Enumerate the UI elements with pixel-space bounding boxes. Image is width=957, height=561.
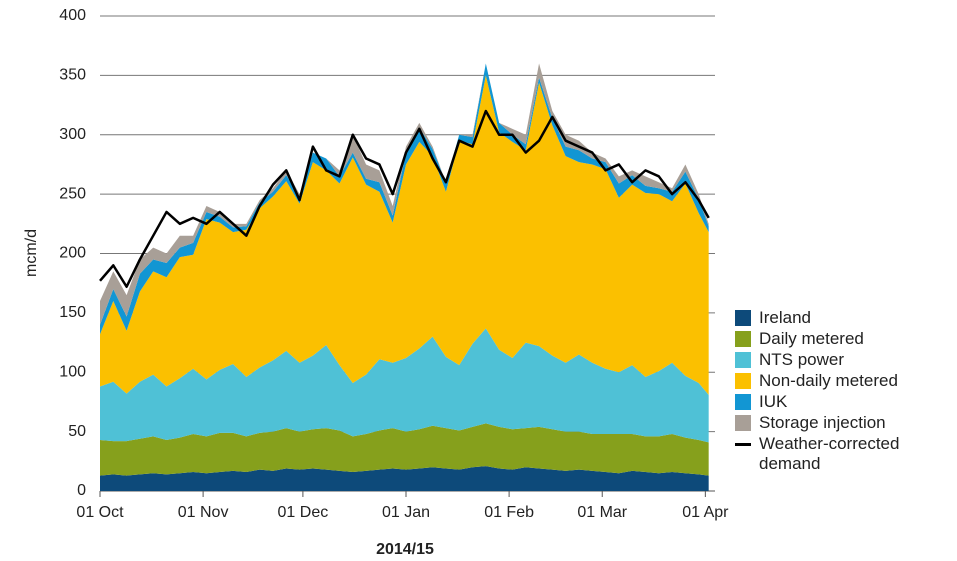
legend-label: Non-daily metered: [759, 371, 898, 390]
legend-item: Non-daily metered: [735, 371, 950, 391]
legend-swatch: [735, 373, 751, 389]
y-axis-label: mcm/d: [23, 229, 40, 277]
x-axis-label: 2014/15: [376, 541, 434, 558]
legend-swatch: [735, 331, 751, 347]
demand-line: [99, 109, 710, 288]
legend-item: IUK: [735, 392, 950, 412]
legend-swatch: [735, 352, 751, 368]
legend-item: NTS power: [735, 350, 950, 370]
legend-label: Storage injection: [759, 413, 886, 432]
legend-swatch: [735, 443, 751, 446]
area: [100, 423, 709, 476]
y-tick-label: 400: [59, 7, 86, 24]
area: [100, 328, 709, 443]
x-tick-label: 01 Nov: [178, 504, 229, 521]
y-tick-label: 0: [77, 482, 86, 499]
overlay: [99, 109, 710, 497]
legend-swatch: [735, 310, 751, 326]
y-tick-label: 50: [68, 423, 86, 440]
legend-label: Weather-corrected demand: [759, 434, 900, 473]
legend-label: Daily metered: [759, 329, 864, 348]
legend-label: NTS power: [759, 350, 845, 369]
legend-swatch: [735, 394, 751, 410]
legend-item: Ireland: [735, 308, 950, 328]
legend-item: Weather-corrected demand: [735, 434, 950, 474]
legend-item: Storage injection: [735, 413, 950, 433]
x-tick-label: 01 Oct: [76, 504, 124, 521]
x-tick-label: 01 Feb: [484, 504, 534, 521]
x-tick-label: 01 Mar: [577, 504, 627, 521]
legend-swatch: [735, 415, 751, 431]
area: [100, 466, 709, 491]
area: [100, 63, 709, 335]
area: [100, 75, 709, 395]
x-tick-label: 01 Dec: [278, 504, 329, 521]
y-tick-label: 300: [59, 126, 86, 143]
legend: Ireland Daily metered NTS power Non-daily m…: [735, 308, 950, 475]
y-tick-label: 350: [59, 67, 86, 84]
x-tick-label: 01 Jan: [382, 504, 430, 521]
areas: [100, 63, 709, 491]
y-tick-label: 100: [59, 363, 86, 380]
legend-label: Ireland: [759, 308, 811, 327]
y-tick-label: 150: [59, 304, 86, 321]
y-tick-label: 200: [59, 245, 86, 262]
legend-item: Daily metered: [735, 329, 950, 349]
legend-label: IUK: [759, 392, 788, 411]
y-tick-label: 250: [59, 185, 86, 202]
x-tick-label: 01 Apr: [682, 504, 729, 521]
